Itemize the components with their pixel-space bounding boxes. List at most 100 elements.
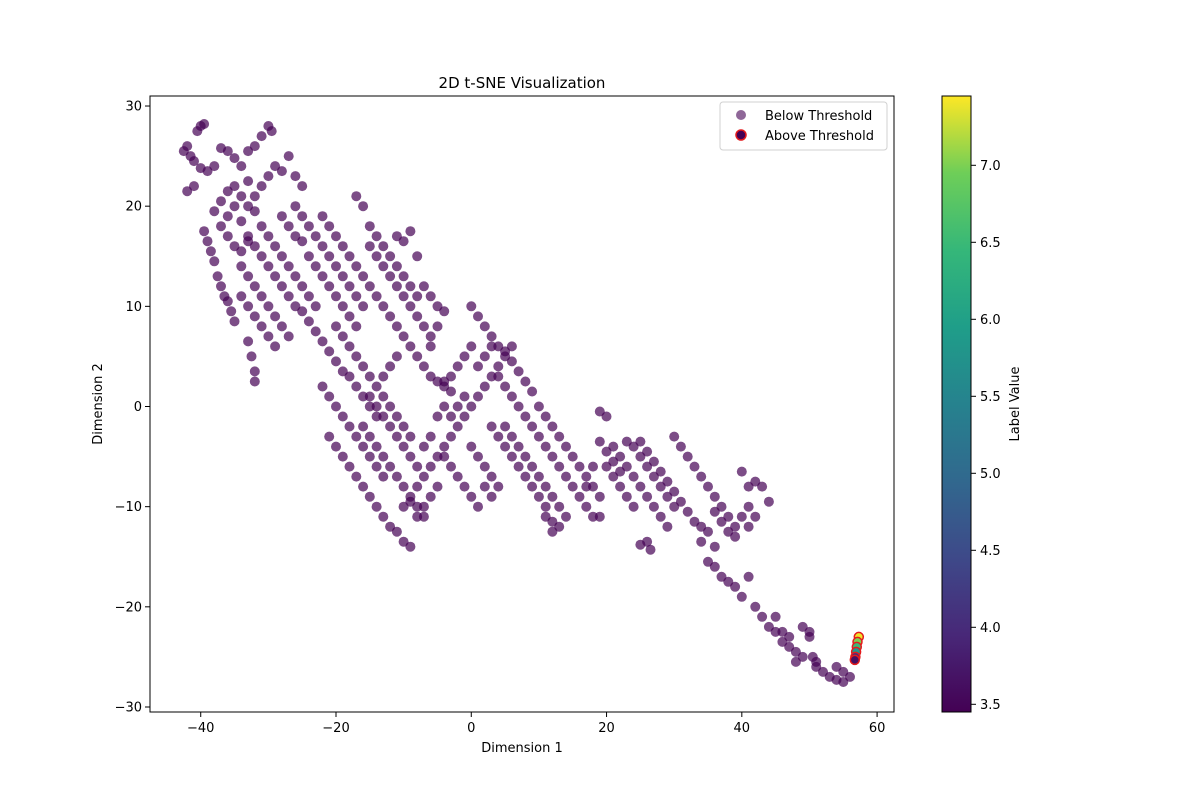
point-below-threshold — [466, 441, 477, 452]
point-below-threshold — [398, 421, 409, 432]
point-below-threshold — [845, 671, 855, 682]
point-below-threshold — [344, 461, 355, 472]
point-below-threshold — [506, 451, 517, 462]
point-below-threshold — [642, 461, 653, 472]
point-below-threshold — [391, 281, 402, 292]
point-below-threshold — [266, 126, 277, 137]
point-below-threshold — [385, 361, 396, 372]
point-below-threshold — [527, 386, 538, 397]
point-below-threshold — [371, 411, 382, 422]
point-below-threshold — [648, 501, 659, 512]
colorbar-tick-label: 3.5 — [980, 698, 1001, 713]
point-below-threshold — [540, 501, 551, 512]
y-axis-label: Dimension 2 — [91, 363, 106, 445]
point-below-threshold — [594, 436, 605, 447]
point-below-threshold — [554, 431, 565, 442]
point-below-threshold — [696, 536, 707, 547]
point-below-threshold — [473, 361, 483, 372]
point-below-threshold — [682, 451, 693, 462]
point-below-threshold — [358, 391, 369, 402]
point-below-threshold — [412, 501, 423, 512]
point-below-threshold — [439, 306, 450, 317]
point-below-threshold — [236, 246, 247, 257]
y-tick-label: 30 — [125, 100, 142, 115]
colorbar-tick-label: 7.0 — [980, 159, 1001, 174]
point-below-threshold — [784, 631, 795, 642]
point-below-threshold — [371, 251, 382, 262]
colorbar-tick-label: 5.5 — [980, 390, 1001, 405]
point-below-threshold — [567, 451, 578, 462]
point-below-threshold — [500, 381, 511, 392]
point-below-threshold — [486, 421, 497, 432]
point-below-threshold — [662, 521, 673, 532]
point-below-threshold — [797, 651, 808, 662]
point-below-threshold — [351, 381, 362, 392]
point-below-threshold — [358, 301, 369, 312]
point-below-threshold — [709, 541, 720, 552]
point-below-threshold — [391, 526, 402, 537]
point-below-threshold — [290, 171, 301, 182]
point-below-threshold — [628, 501, 639, 512]
y-tick-label: 10 — [125, 300, 142, 315]
point-below-threshold — [645, 544, 656, 555]
point-below-threshold — [364, 491, 375, 502]
point-below-threshold — [506, 356, 517, 367]
point-below-threshold — [310, 261, 321, 272]
point-below-threshold — [324, 431, 335, 442]
legend-marker-above-threshold — [735, 129, 747, 141]
point-below-threshold — [479, 461, 490, 472]
point-below-threshold — [520, 376, 531, 387]
point-below-threshold — [222, 231, 233, 242]
point-below-threshold — [473, 391, 483, 402]
x-tick-label: −40 — [187, 721, 214, 736]
point-below-threshold — [757, 611, 768, 622]
point-below-threshold — [452, 421, 463, 432]
point-below-threshold — [364, 281, 375, 292]
point-below-threshold — [432, 481, 443, 492]
point-below-threshold — [337, 451, 348, 462]
point-below-threshold — [811, 656, 822, 667]
point-below-threshold — [703, 526, 713, 537]
point-below-threshold — [358, 421, 369, 432]
point-below-threshold — [249, 311, 260, 322]
point-below-threshold — [574, 461, 585, 472]
point-below-threshold — [303, 291, 314, 302]
point-below-threshold — [364, 371, 375, 382]
point-below-threshold — [378, 301, 389, 312]
point-below-threshold — [337, 241, 348, 252]
point-below-threshold — [648, 471, 659, 482]
point-below-threshold — [297, 281, 308, 292]
point-below-threshold — [205, 246, 216, 257]
point-below-threshold — [283, 291, 294, 302]
point-below-threshold — [310, 231, 321, 242]
point-below-threshold — [276, 321, 287, 332]
point-below-threshold — [655, 511, 666, 522]
point-below-threshold — [243, 271, 254, 282]
point-below-threshold — [263, 231, 274, 242]
colorbar-tick-label: 5.0 — [980, 467, 1001, 482]
point-below-threshold — [446, 461, 456, 472]
point-below-threshold — [709, 561, 720, 572]
point-below-threshold — [243, 146, 254, 157]
point-below-threshold — [391, 431, 402, 442]
point-below-threshold — [385, 421, 396, 432]
point-below-threshold — [358, 481, 369, 492]
scatter-points — [178, 119, 865, 687]
point-below-threshold — [621, 436, 632, 447]
point-below-threshold — [358, 361, 369, 372]
point-below-threshold — [418, 281, 429, 292]
point-below-threshold — [385, 311, 396, 322]
point-below-threshold — [547, 451, 558, 462]
point-below-threshold — [500, 421, 511, 432]
point-below-threshold — [601, 446, 612, 457]
point-below-threshold — [588, 461, 598, 472]
point-below-threshold — [229, 201, 240, 212]
point-below-threshold — [412, 481, 423, 492]
point-below-threshold — [642, 491, 653, 502]
x-tick-label: 20 — [598, 721, 615, 736]
point-below-threshold — [513, 441, 524, 452]
point-below-threshold — [243, 176, 254, 187]
point-below-threshold — [378, 241, 389, 252]
point-below-threshold — [621, 491, 632, 502]
point-below-threshold — [486, 491, 497, 502]
